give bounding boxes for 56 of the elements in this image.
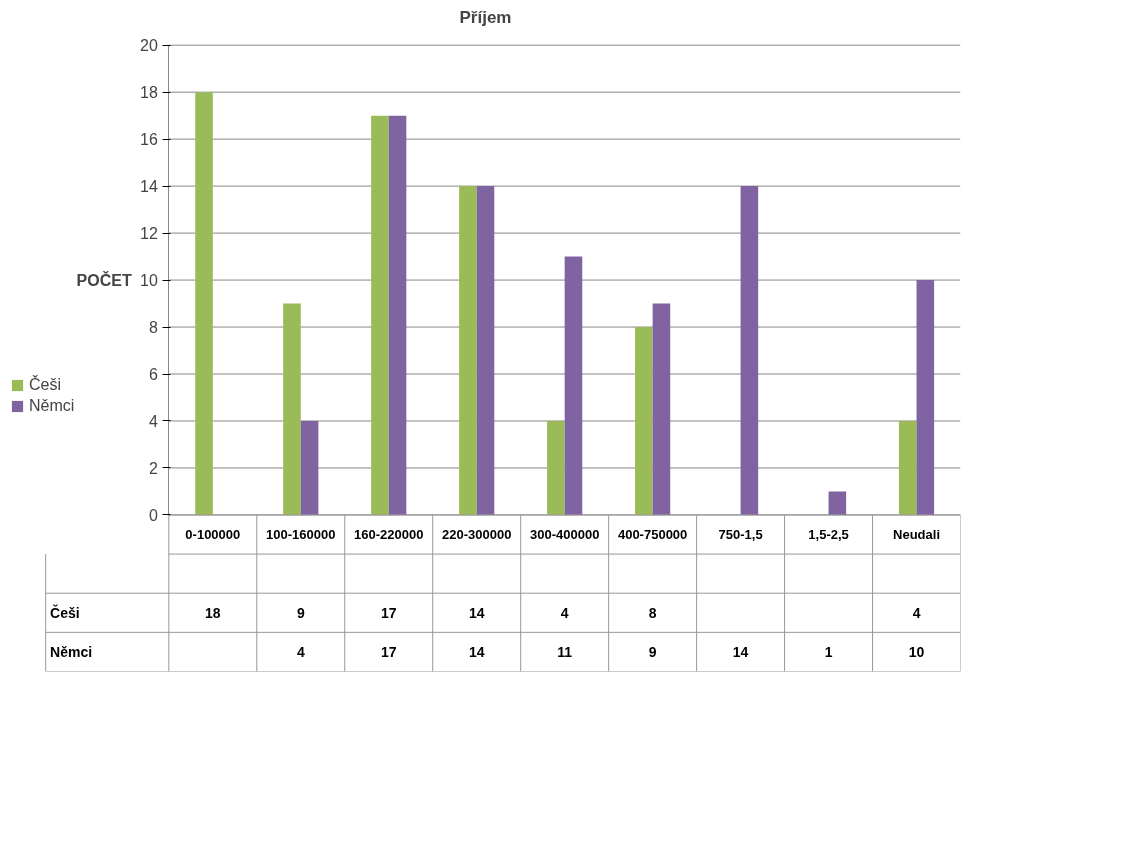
x-tick-label: 750-1,5 [718, 527, 763, 542]
bar [459, 186, 477, 515]
bar [828, 491, 847, 515]
data-label: 9 [648, 643, 657, 660]
data-label: 9 [296, 604, 305, 621]
data-label: 14 [468, 604, 485, 621]
data-label: 4 [560, 604, 569, 621]
data-label: 17 [380, 643, 397, 660]
y-tick-label: 2 [148, 459, 158, 477]
y-tick-label: 16 [140, 131, 158, 149]
bar [283, 303, 301, 515]
bar [476, 186, 495, 515]
bar [898, 420, 917, 515]
x-tick-label: 160-220000 [354, 527, 424, 542]
data-label: 4 [296, 643, 305, 660]
text: Němci [50, 643, 93, 660]
data-label: 18 [205, 604, 221, 621]
x-tick-label: 300-400000 [529, 527, 600, 542]
x-tick-label: 220-300000 [442, 527, 512, 542]
x-tick-label: 1,5-2,5 [808, 527, 849, 542]
bar [740, 186, 759, 515]
y-tick-label: 18 [140, 84, 158, 102]
x-tick-label: Neudali [893, 527, 941, 542]
y-tick-label: 0 [148, 506, 158, 524]
bar [195, 92, 213, 515]
x-tick-label: 400-750000 [617, 527, 688, 542]
y-tick-label: 10 [140, 272, 158, 290]
data-label: 14 [468, 643, 485, 660]
y-tick-label: 14 [140, 178, 158, 196]
chart-title: Příjem [459, 7, 512, 27]
data-label: 10 [908, 643, 925, 660]
y-tick-label: 6 [148, 366, 158, 384]
bar [371, 115, 389, 515]
y-tick-label: 4 [148, 412, 158, 430]
data-label: 11 [557, 643, 573, 660]
y-tick-label: 8 [148, 319, 158, 337]
data-label: 4 [912, 604, 921, 621]
bar [388, 115, 407, 515]
bar [564, 256, 583, 515]
data-label: 8 [648, 604, 657, 621]
bar [300, 420, 319, 515]
data-label: 14 [732, 643, 749, 660]
data-label: 1 [824, 643, 833, 660]
bar [547, 420, 565, 515]
bar [916, 280, 935, 515]
y-tick-label: 20 [140, 37, 158, 55]
data-label: 17 [380, 604, 397, 621]
x-tick-label: 100-160000 [266, 527, 336, 542]
legend-label: Češi [29, 376, 62, 394]
y-tick-label: 12 [140, 225, 158, 243]
y-axis-title: POČET [76, 270, 132, 289]
bar [652, 303, 671, 515]
bar [635, 327, 653, 515]
x-tick-label: 0-100000 [185, 527, 241, 542]
legend-label: Němci [29, 397, 75, 415]
text: Češi [50, 604, 80, 621]
